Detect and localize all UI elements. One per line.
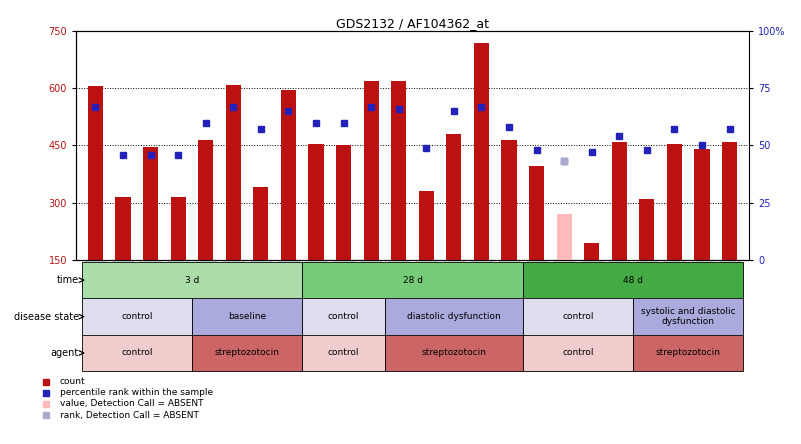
Text: control: control xyxy=(328,349,360,357)
Bar xyxy=(364,81,379,260)
Text: agent: agent xyxy=(50,348,78,358)
Bar xyxy=(474,43,489,260)
Bar xyxy=(302,335,385,371)
Bar xyxy=(192,335,302,371)
Text: 28 d: 28 d xyxy=(403,276,422,285)
Bar xyxy=(523,262,743,298)
Text: streptozotocin: streptozotocin xyxy=(215,349,280,357)
Bar xyxy=(253,187,268,260)
Bar xyxy=(82,335,192,371)
Text: systolic and diastolic
dysfunction: systolic and diastolic dysfunction xyxy=(641,307,735,326)
Bar xyxy=(612,142,627,260)
Bar xyxy=(446,134,461,260)
Bar xyxy=(722,142,737,260)
Bar xyxy=(82,262,302,298)
Text: rank, Detection Call = ABSENT: rank, Detection Call = ABSENT xyxy=(60,411,199,420)
Bar xyxy=(192,298,302,335)
Bar xyxy=(584,242,599,260)
Text: control: control xyxy=(121,349,152,357)
Text: percentile rank within the sample: percentile rank within the sample xyxy=(60,388,213,397)
Text: 48 d: 48 d xyxy=(623,276,643,285)
Bar xyxy=(302,298,385,335)
Bar xyxy=(308,143,324,260)
Bar xyxy=(667,143,682,260)
Title: GDS2132 / AF104362_at: GDS2132 / AF104362_at xyxy=(336,17,489,30)
Text: control: control xyxy=(328,312,360,321)
Bar xyxy=(88,86,103,260)
Text: control: control xyxy=(562,349,594,357)
Text: 3 d: 3 d xyxy=(185,276,199,285)
Bar xyxy=(385,335,523,371)
Bar xyxy=(523,298,633,335)
Bar xyxy=(82,298,192,335)
Text: value, Detection Call = ABSENT: value, Detection Call = ABSENT xyxy=(60,400,203,408)
Text: count: count xyxy=(60,377,85,386)
Bar xyxy=(639,199,654,260)
Bar xyxy=(198,140,213,260)
Text: streptozotocin: streptozotocin xyxy=(421,349,486,357)
Bar xyxy=(391,81,406,260)
Bar xyxy=(633,298,743,335)
Bar xyxy=(336,145,351,260)
Bar xyxy=(501,140,517,260)
Bar xyxy=(557,214,572,260)
Text: time: time xyxy=(57,275,78,285)
Text: control: control xyxy=(121,312,152,321)
Text: control: control xyxy=(562,312,594,321)
Bar xyxy=(143,147,158,260)
Bar xyxy=(281,90,296,260)
Bar xyxy=(633,335,743,371)
Text: baseline: baseline xyxy=(228,312,266,321)
Bar xyxy=(529,166,544,260)
Bar xyxy=(419,191,434,260)
Bar xyxy=(694,149,710,260)
Bar xyxy=(115,197,131,260)
Bar xyxy=(385,298,523,335)
Bar xyxy=(523,335,633,371)
Bar xyxy=(226,85,241,260)
Text: streptozotocin: streptozotocin xyxy=(656,349,721,357)
Bar xyxy=(302,262,523,298)
Text: diastolic dysfunction: diastolic dysfunction xyxy=(407,312,501,321)
Text: disease state: disease state xyxy=(14,312,78,321)
Bar xyxy=(171,197,186,260)
